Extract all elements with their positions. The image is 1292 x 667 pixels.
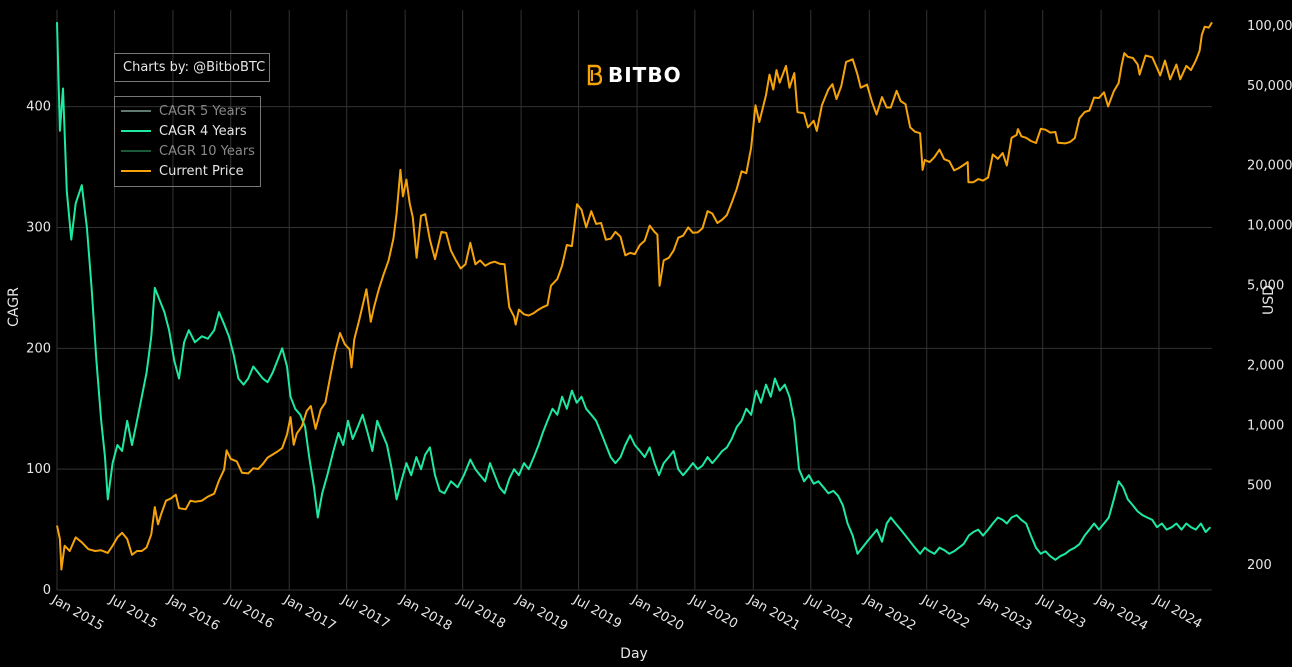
legend-label: CAGR 4 Years (159, 123, 247, 139)
x-tick-label: Jul 2019 (570, 592, 624, 632)
y-tick-label: 400 (26, 100, 51, 115)
x-axis-title: Day (620, 646, 648, 662)
chart-legend: CAGR 5 Years CAGR 4 Years CAGR 10 Years Cur… (114, 96, 261, 187)
x-tick-label: Jan 2024 (1092, 592, 1150, 634)
x-tick-label: Jul 2020 (686, 592, 740, 632)
chart-credit: Charts by: @BitboBTC (114, 53, 270, 82)
x-tick-label: Jan 2020 (628, 592, 686, 634)
legend-swatch (121, 130, 151, 132)
legend-label: CAGR 10 Years (159, 143, 255, 159)
y2-tick-label: 5,000 (1247, 279, 1284, 294)
x-tick-label: Jan 2021 (744, 592, 802, 634)
x-tick-label: Jan 2023 (976, 592, 1034, 634)
x-tick-label: Jul 2015 (106, 592, 160, 632)
y2-tick-label: 10,000 (1247, 219, 1292, 234)
x-axis-ticks: Jan 2015 Jul 2015 Jan 2016 Jul 2016 Jan 2017… (48, 592, 1204, 634)
bitbo-logo-icon (587, 64, 602, 86)
credit-text: Charts by: @BitboBTC (123, 60, 266, 75)
legend-label: CAGR 5 Years (159, 103, 247, 119)
x-tick-label: Jan 2019 (512, 592, 570, 634)
x-tick-label: Jul 2022 (918, 592, 972, 632)
bitbo-logo: BITBO (586, 63, 682, 87)
legend-swatch (121, 110, 151, 112)
x-tick-label: Jan 2016 (164, 592, 222, 634)
x-tick-label: Jan 2018 (396, 592, 454, 634)
y2-tick-label: 2,000 (1247, 358, 1284, 373)
y-axis-title: CAGR (6, 287, 22, 327)
y-tick-label: 100 (26, 462, 51, 477)
y2-tick-label: 200 (1247, 558, 1272, 573)
brand-name: BITBO (608, 63, 682, 87)
y2-axis-title: USD (1261, 285, 1277, 315)
y2-tick-label: 50,000 (1247, 79, 1292, 94)
x-tick-label: Jul 2017 (338, 592, 392, 632)
y-axis-ticks: 0 100 200 300 400 (26, 100, 51, 598)
legend-item[interactable]: CAGR 5 Years (115, 101, 260, 121)
y-tick-label: 300 (26, 221, 51, 236)
legend-swatch (121, 150, 151, 152)
x-tick-label: Jul 2016 (222, 592, 276, 632)
x-tick-label: Jul 2018 (454, 592, 508, 632)
series-layer (56, 21, 1213, 571)
legend-item[interactable]: Current Price (115, 161, 260, 181)
y2-axis-ticks: 200 500 1,000 2,000 5,000 10,000 20,000 50,000 1… (1247, 19, 1292, 573)
y-tick-label: 0 (43, 583, 51, 598)
x-tick-label: Jul 2023 (1034, 592, 1088, 632)
y2-tick-label: 100,000 (1247, 19, 1292, 34)
legend-swatch (121, 170, 151, 172)
grid (56, 10, 1212, 591)
x-tick-label: Jan 2017 (280, 592, 338, 634)
legend-item[interactable]: CAGR 10 Years (115, 141, 260, 161)
x-tick-label: Jan 2022 (860, 592, 918, 634)
y2-tick-label: 20,000 (1247, 158, 1292, 173)
legend-item[interactable]: CAGR 4 Years (115, 121, 260, 141)
y2-tick-label: 1,000 (1247, 418, 1284, 433)
cagr-4-years-line (56, 22, 1212, 561)
x-tick-label: Jan 2015 (48, 592, 106, 634)
y2-tick-label: 500 (1247, 479, 1272, 494)
legend-label: Current Price (159, 163, 244, 179)
x-tick-label: Jul 2021 (802, 592, 856, 632)
current-price-line (56, 21, 1213, 571)
y-tick-label: 200 (26, 341, 51, 356)
x-tick-label: Jul 2024 (1150, 592, 1204, 632)
